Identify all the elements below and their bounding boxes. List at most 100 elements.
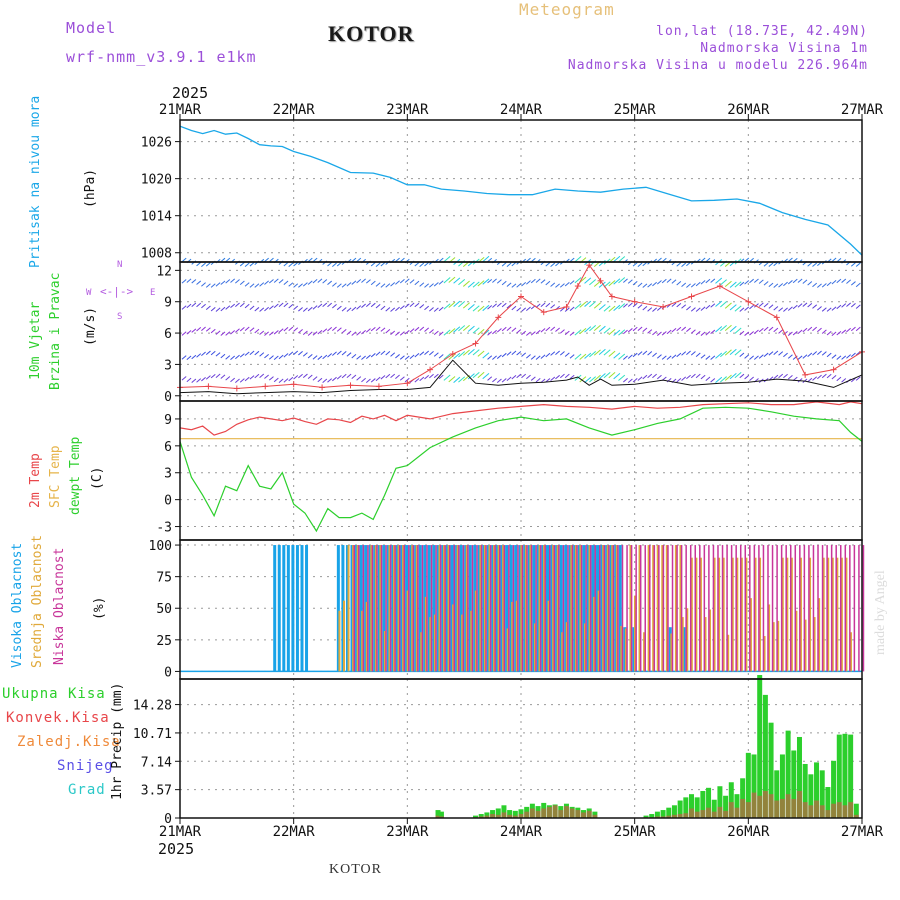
- wind-barb: [623, 329, 628, 335]
- total-precip-bar: [694, 797, 700, 818]
- wind-barb: [346, 282, 352, 287]
- wind-barb: [496, 378, 502, 383]
- wind-barb: [429, 283, 434, 288]
- compass-north: N: [117, 260, 123, 270]
- wind-barb: [424, 375, 430, 380]
- wind-barb: [501, 326, 507, 332]
- wind-barb: [235, 279, 240, 284]
- low-cloud-bar: [421, 545, 424, 672]
- wind-barb: [283, 261, 289, 267]
- wind-barb: [302, 373, 308, 379]
- wind-barb: [225, 257, 231, 263]
- mid-cloud-bar: [845, 557, 848, 672]
- mid-cloud-bar: [433, 614, 436, 672]
- wind-barb: [506, 351, 512, 356]
- wind-barb: [671, 354, 677, 359]
- wind-barb: [676, 378, 682, 383]
- wind-barb: [239, 261, 245, 267]
- low-cloud-bar: [498, 545, 501, 672]
- mid-cloud-bar: [624, 628, 627, 672]
- wind-barb: [797, 355, 803, 360]
- wind-barb: [336, 375, 342, 380]
- wind-barb: [579, 328, 587, 335]
- wind-barb: [603, 371, 611, 379]
- wind-barb: [618, 277, 626, 284]
- wind-barb: [831, 257, 837, 263]
- high-cloud-bar: [532, 545, 536, 672]
- wind-barb: [821, 307, 827, 312]
- wind-barb: [322, 328, 328, 333]
- wind-barb: [627, 354, 633, 359]
- low-cloud-bar: [585, 545, 587, 672]
- wind-barb: [812, 376, 818, 381]
- wind-barb: [506, 326, 512, 331]
- x-tick-label-bottom: 23MAR: [386, 824, 429, 840]
- wind-barb: [710, 278, 716, 283]
- conv-precip-bar: [552, 805, 558, 818]
- wind-barb: [613, 329, 621, 336]
- wind-barb: [472, 327, 480, 334]
- wind-barb: [356, 355, 362, 360]
- wind-barb: [700, 306, 706, 311]
- wind-barb: [739, 352, 745, 358]
- wind-barb: [831, 331, 837, 336]
- wind-barb: [268, 305, 274, 310]
- wind-barb: [724, 280, 732, 288]
- y-tick-label: 6: [164, 440, 172, 455]
- high-cloud-bar: [459, 545, 463, 672]
- wind-barb: [559, 351, 565, 356]
- high-cloud-bar: [518, 545, 522, 672]
- low-cloud-bar: [862, 545, 865, 672]
- wind-barb: [239, 302, 245, 308]
- wind-barb: [783, 307, 788, 312]
- wind-barb: [656, 257, 662, 263]
- wind-barb: [787, 354, 793, 359]
- high-cloud-bar: [350, 545, 354, 672]
- wind-barb: [589, 376, 597, 383]
- wind-barb: [516, 283, 522, 288]
- wind-barb: [225, 376, 231, 381]
- total-precip-bar: [825, 787, 831, 818]
- temp2m-line: [179, 401, 863, 436]
- conv-precip-bar: [592, 814, 598, 818]
- wind-barb: [356, 279, 362, 284]
- wind-barb: [690, 307, 696, 312]
- wind-barb: [589, 301, 597, 308]
- mid-cloud-bar: [470, 610, 473, 672]
- wind-barb: [225, 305, 231, 310]
- wind-barb: [273, 303, 279, 309]
- conv-precip-bar: [478, 816, 484, 818]
- wind-barb: [821, 351, 827, 356]
- wind-barb: [778, 283, 784, 288]
- total-precip-bar: [831, 760, 837, 818]
- wind-barb: [409, 302, 415, 307]
- wind-barb: [482, 255, 490, 263]
- mid-cloud-bar: [620, 625, 623, 672]
- wind-barb: [273, 355, 279, 360]
- wind-barb: [293, 327, 299, 332]
- wind-barb: [598, 348, 606, 355]
- wind-barb: [826, 330, 832, 336]
- wind-barb: [700, 331, 706, 336]
- wind-barb: [477, 350, 485, 357]
- total-precip-bar: [819, 770, 825, 818]
- low-cloud-bar: [730, 545, 733, 672]
- wind-barb: [390, 282, 396, 287]
- wind-barb: [700, 257, 706, 263]
- wind-barb: [259, 352, 265, 357]
- wind-barb: [555, 261, 560, 267]
- total-precip-bar: [728, 782, 734, 818]
- wind-barb: [569, 354, 575, 359]
- total-precip-bar: [478, 814, 484, 818]
- wind-barb: [293, 305, 299, 311]
- high-cloud-bar: [632, 627, 636, 672]
- wind-barb: [462, 302, 470, 309]
- wind-barb: [656, 331, 662, 336]
- wind-barb: [273, 330, 279, 335]
- wind-barb: [855, 282, 861, 288]
- wind-barb: [589, 351, 597, 358]
- y-tick-label: 0: [164, 665, 172, 680]
- wind-barb: [516, 373, 522, 379]
- wind-barb: [375, 326, 381, 331]
- wind-barb: [346, 373, 352, 379]
